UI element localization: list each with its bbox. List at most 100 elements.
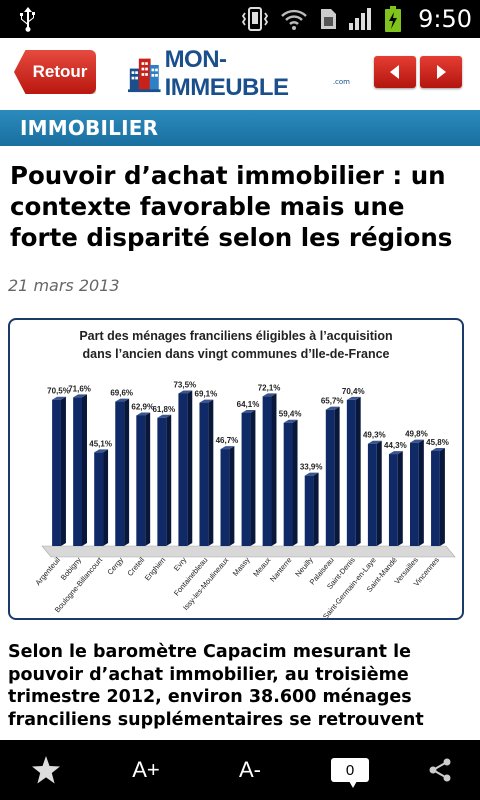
chart-bar-side [292,419,298,546]
chart-bar-top [178,390,193,394]
chart-bar [199,402,209,546]
chart-bar-side [397,451,403,546]
increase-font-button[interactable]: A+ [132,757,160,782]
chart-bar-top [241,409,256,413]
chart-bar-side [82,394,87,546]
chart-data-label: 72,1% [258,383,281,392]
chart-category-label: Cergy [105,555,125,576]
chart-bar-top [157,414,172,418]
bottom-toolbar: A+ A- 0 [0,740,480,800]
chart-bar [410,442,419,546]
chart-data-label: 45,1% [89,439,112,448]
chart-bar-top [325,406,340,410]
favorite-button[interactable] [24,740,68,800]
chart-bar [304,475,314,546]
chart-bar [115,401,125,546]
chart-category-label: Nanterre [268,556,294,584]
star-icon [32,756,60,784]
chart-bar-top [431,447,445,451]
chart-bar [94,452,104,546]
chart-bar-top [283,419,298,423]
chart-data-label: 49,3% [363,431,386,440]
chart-bar-top [73,394,87,398]
chart-bar-side [439,447,445,546]
previous-article-button[interactable] [374,56,416,88]
chart-bar [431,450,440,546]
category-bar: IMMOBILIER [0,110,480,146]
chart-bar-side [376,440,382,546]
clock: 9:50 [418,5,472,33]
chart-bar-side [229,446,235,546]
chart-data-label: 46,7% [216,436,239,445]
logo-text: MON-IMMEUBLE [164,46,290,101]
chart-bar [283,422,293,546]
chart-bar [241,412,251,546]
share-button[interactable] [420,740,460,800]
chart-data-label: 49,8% [405,430,428,439]
chart-bar-side [187,390,193,546]
building-logo-icon [128,58,161,93]
sim-icon [321,9,337,29]
status-icons: 9:50 [240,0,472,38]
next-article-button[interactable] [420,56,462,88]
article-title: Pouvoir d’achat immobilier : un contexte… [10,161,453,252]
chart-title-line-2: dans l’ancien dans vingt communes d’Ile-… [82,347,389,361]
chart-bar [136,415,146,546]
status-bar: 9:50 [0,0,480,38]
battery-charging-icon [385,6,402,32]
chart-data-label: 33,9% [300,463,323,472]
chart-data-label: 70,4% [342,387,365,396]
chart-image[interactable]: Part des ménages franciliens éligibles à… [8,318,464,620]
chart-bar-side [166,414,172,546]
chart-bar-top [136,412,151,416]
wifi-icon [281,9,307,30]
usb-icon [20,7,35,32]
chart-bar [157,417,167,546]
decrease-font-button[interactable]: A- [239,757,261,782]
chart-bar-top [410,439,424,443]
chart-bar [178,393,188,546]
chart-bar-side [145,412,151,546]
chart-bar-side [271,393,277,546]
chart-data-label: 71,6% [68,384,91,393]
chart-bar-top [304,472,319,476]
chart-bar-top [94,449,109,453]
chart-category-label: Argenteuil [33,555,62,587]
share-icon [429,758,451,782]
app-header: Retour MON-IMMEUBLE .com [0,38,480,110]
chart-title-line-1: Part des ménages franciliens éligibles à… [79,329,392,343]
chart-bar [325,409,335,546]
chart-bar-top [52,396,66,400]
chart-data-label: 59,4% [279,410,302,419]
chart-bar [346,399,356,546]
chart-bar-side [124,398,130,546]
comments-button[interactable]: 0 [322,740,378,800]
chart-category-label: Evry [172,555,189,572]
chart-bar [262,396,272,546]
vibrate-icon [242,7,269,31]
chart-data-label: 65,7% [321,397,344,406]
chart-bar-side [60,396,66,546]
chart-bar [73,397,82,546]
article-date: 21 mars 2013 [8,276,120,295]
chart-bar-top [262,393,277,397]
chart-bar-side [334,406,340,546]
chart-bar [388,454,398,546]
chart-data-label: 70,5% [47,387,70,396]
chart-bar-top [220,446,235,450]
chart-bar-side [103,449,109,546]
arrow-left-icon [390,65,399,79]
back-button[interactable]: Retour [14,50,96,94]
chart-data-label: 62,9% [131,402,154,411]
chart-bar-side [418,439,424,546]
chart-bar-top [388,451,403,455]
comment-count-badge: 0 [331,758,369,788]
article-body: Selon le baromètre Capacim mesurant le p… [8,642,424,730]
chart-bar-side [208,399,214,546]
arrow-right-icon [437,65,446,79]
chart-bar-side [250,409,256,546]
chart-category-label: Massy [231,555,252,578]
chart-bar-top [199,399,214,403]
chart-bar [220,449,230,546]
logo[interactable]: MON-IMMEUBLE .com [128,46,350,101]
